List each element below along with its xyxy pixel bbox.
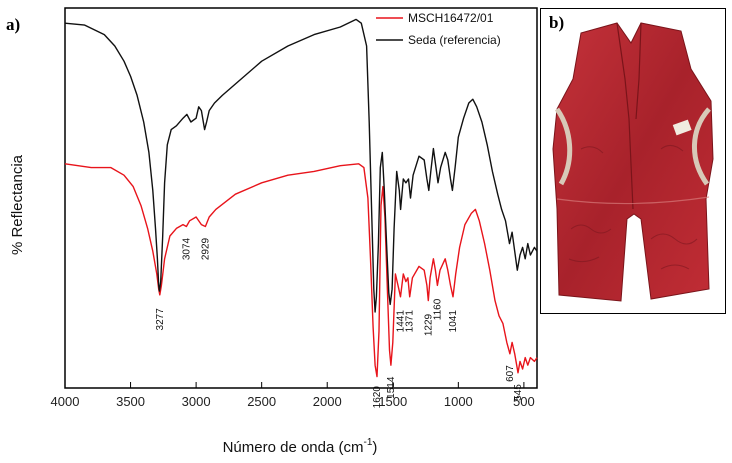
- peak-label-3277: 3277: [155, 308, 166, 331]
- peak-label-1229: 1229: [423, 313, 434, 336]
- peak-label-607: 607: [505, 365, 516, 382]
- legend-label-black: Seda (referencia): [408, 33, 501, 47]
- armhole-left: [554, 107, 573, 186]
- x-axis-ticks: 4000 3500 3000 2500 2000 1500 1000 500: [51, 382, 535, 409]
- plot-frame: [64, 7, 538, 389]
- vest-waist-seam: [556, 196, 710, 205]
- peak-label-3074: 3074: [181, 237, 192, 260]
- vest-neckline: [616, 22, 642, 210]
- peak-label-1441: 1441: [396, 310, 407, 333]
- armhole-right: [692, 107, 711, 186]
- legend: MSCH16472/01 Seda (referencia): [376, 11, 501, 47]
- series-line-seda-referencia: [64, 18, 538, 313]
- series-layer: [64, 18, 538, 378]
- x-tick-label: 500: [513, 394, 535, 409]
- x-tick-label: 2000: [313, 394, 342, 409]
- x-tick-label: 3000: [182, 394, 211, 409]
- silk-vest-photo-panel: b): [540, 8, 726, 314]
- vest-tag: [672, 119, 692, 136]
- panel-a-label: a): [6, 15, 20, 34]
- x-tick-label: 3500: [116, 394, 145, 409]
- x-axis-label-sup: -1: [364, 437, 373, 448]
- peak-label-1041: 1041: [448, 310, 459, 333]
- silk-vest-image: [552, 22, 714, 302]
- x-axis-label-main: Número de onda (cm: [223, 439, 364, 456]
- y-axis-label: % Reflectancia: [9, 154, 26, 255]
- vest-body: [552, 22, 714, 302]
- x-axis-label-end: ): [372, 439, 377, 456]
- legend-label-red: MSCH16472/01: [408, 11, 494, 25]
- peak-label-1620: 1620: [372, 386, 383, 409]
- series-line-msch16472: [64, 163, 538, 378]
- x-tick-label: 4000: [51, 394, 80, 409]
- peak-label-545: 545: [513, 384, 524, 401]
- x-tick-label: 1500: [378, 394, 407, 409]
- peak-label-1514: 1514: [386, 376, 397, 399]
- vest-wrinkles: [568, 145, 698, 270]
- x-tick-label: 2500: [247, 394, 276, 409]
- peak-label-1160: 1160: [432, 298, 443, 320]
- peak-label-2929: 2929: [200, 237, 211, 260]
- x-axis-label: Número de onda (cm-1): [223, 437, 378, 456]
- peak-label-1371: 1371: [405, 310, 416, 333]
- panel-b-label: b): [549, 13, 565, 32]
- x-tick-label: 1000: [444, 394, 473, 409]
